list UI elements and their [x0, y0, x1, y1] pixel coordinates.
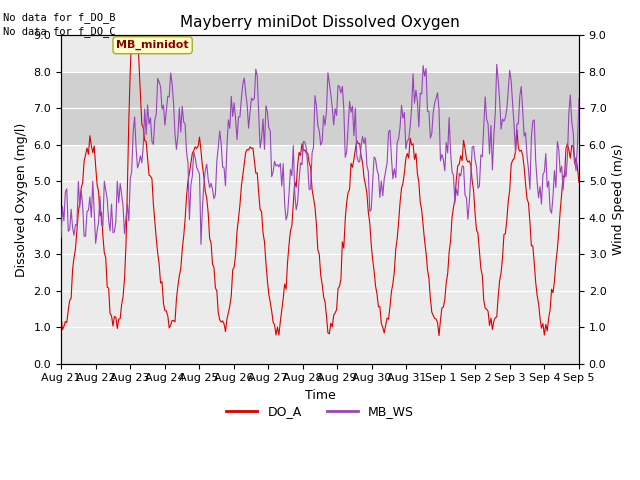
Text: No data for f_DO_B: No data for f_DO_B [3, 12, 116, 23]
X-axis label: Time: Time [305, 389, 335, 402]
Y-axis label: Wind Speed (m/s): Wind Speed (m/s) [612, 144, 625, 255]
Title: Mayberry miniDot Dissolved Oxygen: Mayberry miniDot Dissolved Oxygen [180, 15, 460, 30]
Text: MB_minidot: MB_minidot [116, 36, 189, 50]
Text: No data for f_DO_C: No data for f_DO_C [3, 26, 116, 37]
Legend: DO_A, MB_WS: DO_A, MB_WS [221, 400, 419, 423]
Y-axis label: Dissolved Oxygen (mg/l): Dissolved Oxygen (mg/l) [15, 122, 28, 276]
Bar [61, 72, 579, 145]
